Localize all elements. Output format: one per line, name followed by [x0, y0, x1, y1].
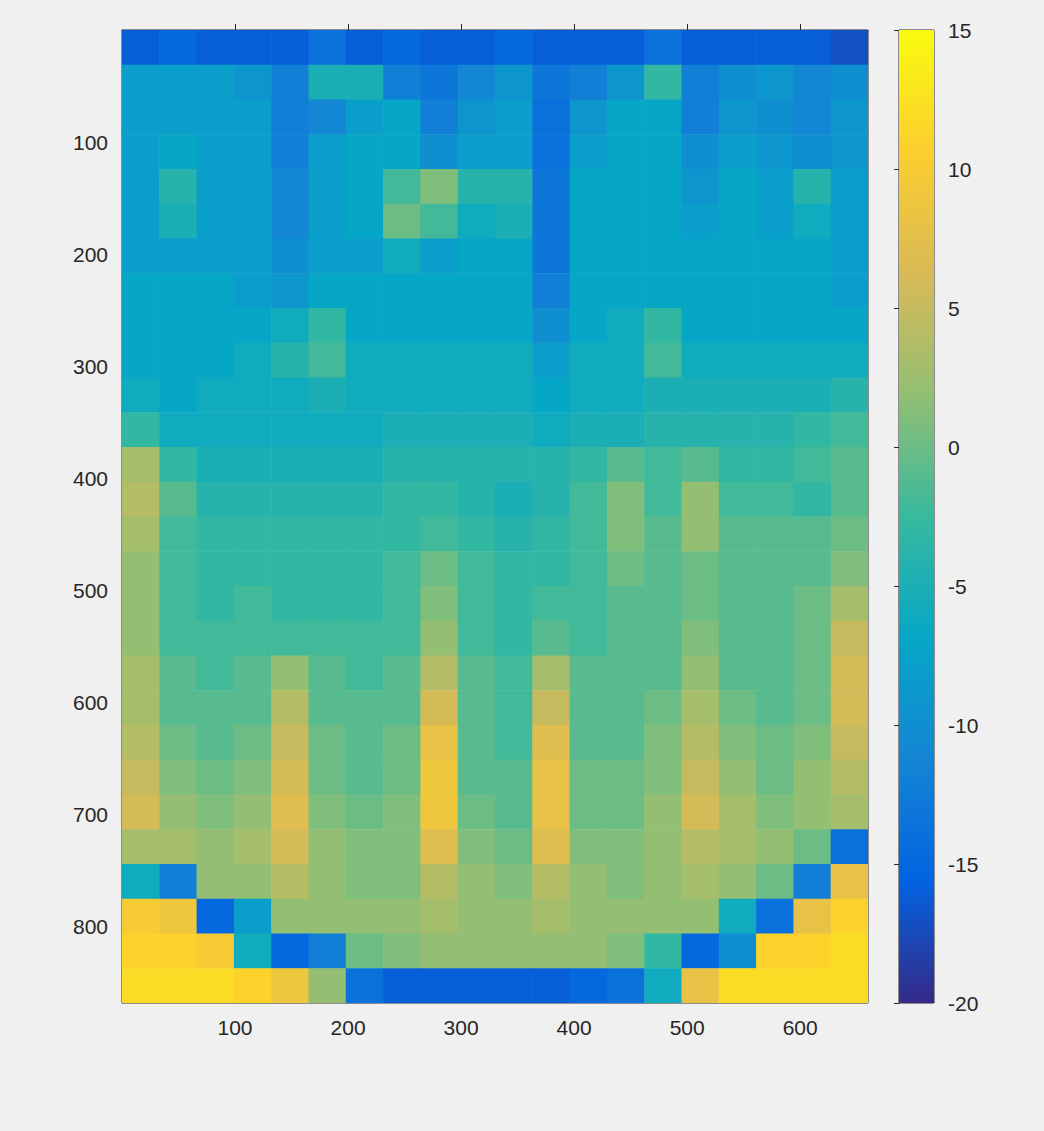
svg-text:800: 800	[73, 915, 108, 938]
svg-text:200: 200	[331, 1016, 366, 1039]
svg-text:600: 600	[783, 1016, 818, 1039]
svg-text:-20: -20	[948, 992, 978, 1015]
svg-text:15: 15	[948, 19, 971, 42]
svg-text:10: 10	[948, 158, 971, 181]
svg-text:100: 100	[218, 1016, 253, 1039]
svg-text:400: 400	[73, 467, 108, 490]
svg-text:-15: -15	[948, 853, 978, 876]
svg-text:300: 300	[73, 355, 108, 378]
svg-text:500: 500	[73, 579, 108, 602]
svg-text:500: 500	[670, 1016, 705, 1039]
svg-text:-5: -5	[948, 575, 967, 598]
svg-text:-10: -10	[948, 714, 978, 737]
svg-text:200: 200	[73, 243, 108, 266]
svg-text:5: 5	[948, 297, 960, 320]
svg-text:300: 300	[444, 1016, 479, 1039]
svg-text:100: 100	[73, 131, 108, 154]
svg-text:700: 700	[73, 803, 108, 826]
svg-text:400: 400	[557, 1016, 592, 1039]
svg-text:600: 600	[73, 691, 108, 714]
svg-text:0: 0	[948, 436, 960, 459]
